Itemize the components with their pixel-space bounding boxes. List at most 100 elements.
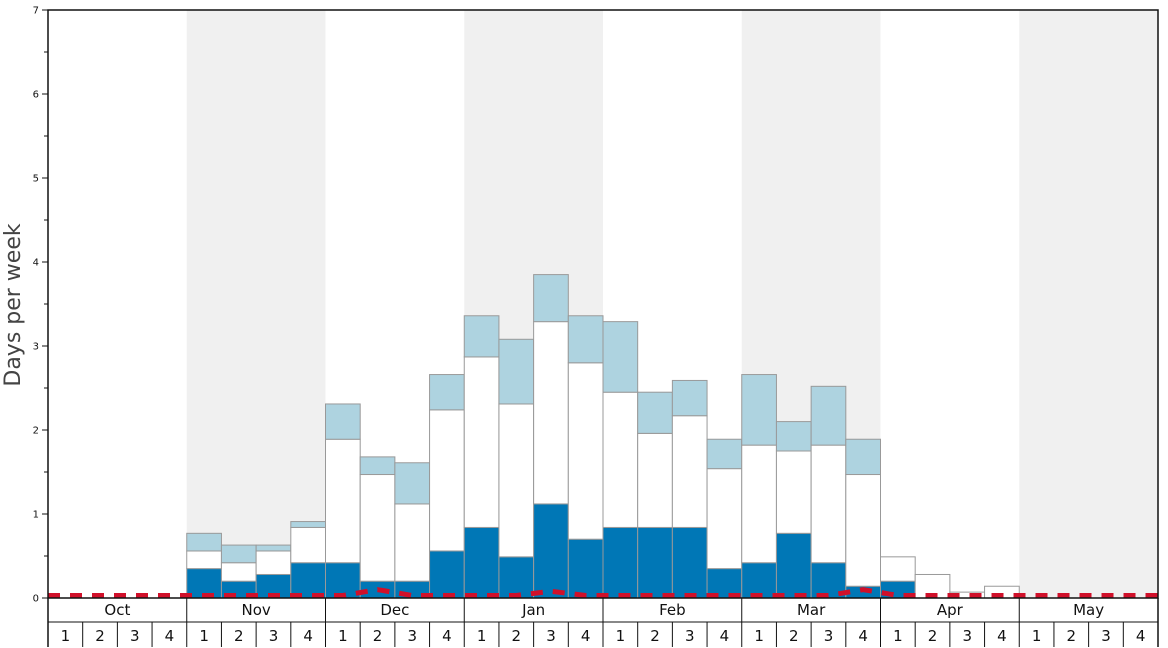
month-label-nov: Nov [241, 601, 270, 619]
week-label: 4 [581, 627, 591, 645]
bar-segment-week-5-layer-3 [186, 532, 222, 552]
bar-segment-week-17-layer-3 [602, 321, 639, 393]
bar-segment-week-22-layer-2 [775, 450, 812, 534]
bar-segment-week-9-layer-2 [325, 438, 361, 564]
plot-frame [47, 9, 1159, 599]
y-tick-label: 5 [33, 174, 39, 185]
month-band-may [1019, 10, 1158, 598]
week-label: 4 [1136, 627, 1146, 645]
bar-segment-week-12-layer-1 [429, 550, 465, 599]
reference-line [48, 587, 1158, 598]
x-axis: Oct 1 2 3 4 Nov 1 2 3 4 Dec 1 2 3 4 Jan 1 2 3 4 Feb 1 2 3 4 Mar 1 2… [47, 598, 1159, 647]
bar-segment-week-13-layer-2 [463, 356, 500, 528]
y-tick-label: 0 [33, 594, 39, 605]
bar-segment-week-9-layer-1 [325, 562, 361, 599]
bar-segment-week-9-layer-3 [325, 403, 361, 440]
bar-segment-week-18-layer-3 [637, 391, 673, 434]
month-label-feb: Feb [659, 601, 686, 619]
bar-segment-week-14-layer-2 [498, 403, 535, 558]
bar-segment-week-20-layer-3 [706, 438, 743, 470]
week-label: 1 [754, 627, 764, 645]
week-label: 3 [824, 627, 834, 645]
week-label: 1 [893, 627, 903, 645]
bar-segment-week-17-layer-2 [602, 391, 639, 528]
month-label-oct: Oct [104, 601, 130, 619]
week-label: 3 [962, 627, 972, 645]
week-label: 4 [720, 627, 730, 645]
bar-segment-week-24-layer-3 [845, 438, 881, 476]
bar-segment-week-21-layer-3 [741, 374, 777, 446]
bar-segment-week-5-layer-2 [186, 550, 222, 570]
y-tick-label: 1 [33, 510, 39, 521]
bar-segment-week-23-layer-2 [810, 444, 847, 564]
month-label-may: May [1073, 601, 1104, 619]
bar-segment-week-8-layer-1 [290, 562, 326, 599]
bar-segment-week-12-layer-3 [429, 374, 465, 411]
bar-segment-week-24-layer-2 [845, 474, 881, 587]
bar-segment-week-16-layer-3 [567, 315, 604, 364]
month-band-nov [186, 10, 326, 598]
y-tick-label: 7 [33, 6, 39, 17]
bar-segment-week-16-layer-2 [567, 362, 604, 540]
week-label: 4 [303, 627, 313, 645]
bar-segment-week-15-layer-3 [533, 274, 569, 323]
week-label: 3 [685, 627, 695, 645]
y-tick-label: 6 [33, 90, 39, 101]
bar-segment-week-14-layer-1 [498, 556, 535, 599]
y-tick-label: 4 [33, 258, 39, 269]
bar-segment-week-18-layer-2 [637, 432, 673, 528]
bar-segment-week-8-layer-2 [290, 526, 326, 564]
week-label: 3 [269, 627, 279, 645]
bar-segment-week-25-layer-2 [880, 556, 916, 582]
bar-segment-week-21-layer-1 [741, 562, 777, 599]
bar-segment-week-13-layer-1 [463, 526, 500, 599]
y-axis-label: Days per week [1, 223, 26, 386]
bar-segment-week-17-layer-1 [602, 526, 639, 599]
bar-segment-week-19-layer-1 [671, 526, 708, 599]
week-label: 2 [373, 627, 383, 645]
bar-segment-week-18-layer-1 [637, 526, 673, 599]
week-label: 4 [165, 627, 175, 645]
week-label: 1 [616, 627, 626, 645]
bar-segment-week-7-layer-2 [255, 550, 292, 575]
bar-series [186, 274, 1020, 599]
bar-segment-week-11-layer-3 [394, 462, 431, 505]
week-label: 4 [858, 627, 868, 645]
bar-segment-week-13-layer-3 [463, 315, 500, 358]
week-label: 4 [997, 627, 1007, 645]
week-label: 1 [1032, 627, 1042, 645]
week-label: 3 [1101, 627, 1111, 645]
week-label: 2 [928, 627, 938, 645]
bar-segment-week-7-layer-3 [255, 544, 292, 552]
y-tick-label: 3 [33, 342, 39, 353]
week-label: 3 [130, 627, 140, 645]
week-label: 2 [234, 627, 244, 645]
bar-segment-week-22-layer-1 [775, 532, 812, 599]
month-label-jan: Jan [521, 601, 545, 619]
bar-segment-week-12-layer-2 [429, 409, 465, 552]
week-label: 1 [61, 627, 71, 645]
week-label: 2 [789, 627, 799, 645]
month-label-dec: Dec [380, 601, 409, 619]
week-label: 2 [512, 627, 522, 645]
bar-segment-week-15-layer-2 [533, 321, 569, 505]
week-label: 1 [199, 627, 209, 645]
bar-segment-week-10-layer-2 [359, 474, 396, 582]
week-label: 2 [650, 627, 660, 645]
bar-segment-week-8-layer-3 [290, 521, 326, 528]
month-label-mar: Mar [797, 601, 826, 619]
bar-segment-week-23-layer-3 [810, 385, 847, 446]
bar-segment-week-6-layer-3 [220, 544, 257, 564]
y-tick-label: 2 [33, 426, 39, 437]
month-label-apr: Apr [937, 601, 964, 619]
y-axis: 0 1 2 3 4 5 6 7 [33, 6, 48, 605]
bar-segment-week-11-layer-2 [394, 503, 431, 582]
bar-segment-week-21-layer-2 [741, 444, 777, 564]
bar-segment-week-19-layer-3 [671, 379, 708, 417]
week-label: 2 [1067, 627, 1077, 645]
week-label: 3 [407, 627, 417, 645]
bar-segment-week-14-layer-3 [498, 338, 535, 405]
week-label: 1 [338, 627, 348, 645]
bar-segment-week-22-layer-3 [775, 421, 812, 452]
